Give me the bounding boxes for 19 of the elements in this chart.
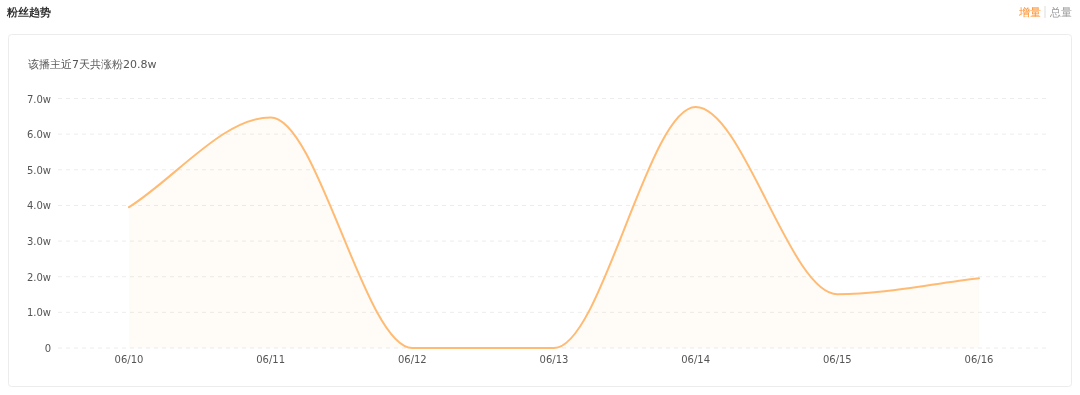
y-tick-label: 4.0w <box>26 200 51 212</box>
x-tick-label: 06/14 <box>681 354 711 365</box>
y-tick-label: 6.0w <box>26 129 51 141</box>
text: 总量 <box>1049 6 1072 19</box>
text: 增量 <box>1018 6 1041 19</box>
x-tick-label: 06/10 <box>114 354 144 365</box>
x-tick-label: 06/15 <box>822 354 852 365</box>
y-tick-label: 7.0w <box>26 93 51 105</box>
x-tick-label: 06/12 <box>397 354 427 365</box>
x-tick-label: 06/11 <box>256 354 286 365</box>
x-tick-label: 06/13 <box>539 354 569 365</box>
y-tick-label: 3.0w <box>26 236 51 248</box>
chart-title: 粉丝趋势 <box>6 6 51 19</box>
y-tick-label: 0 <box>44 343 51 354</box>
chart-subtitle: 该播主近7天共涨粉20.8w <box>28 58 157 71</box>
y-tick-label: 5.0w <box>26 164 51 176</box>
y-tick-label: 1.0w <box>26 307 51 319</box>
x-tick-label: 06/16 <box>964 354 994 365</box>
y-tick-label: 2.0w <box>26 271 51 283</box>
